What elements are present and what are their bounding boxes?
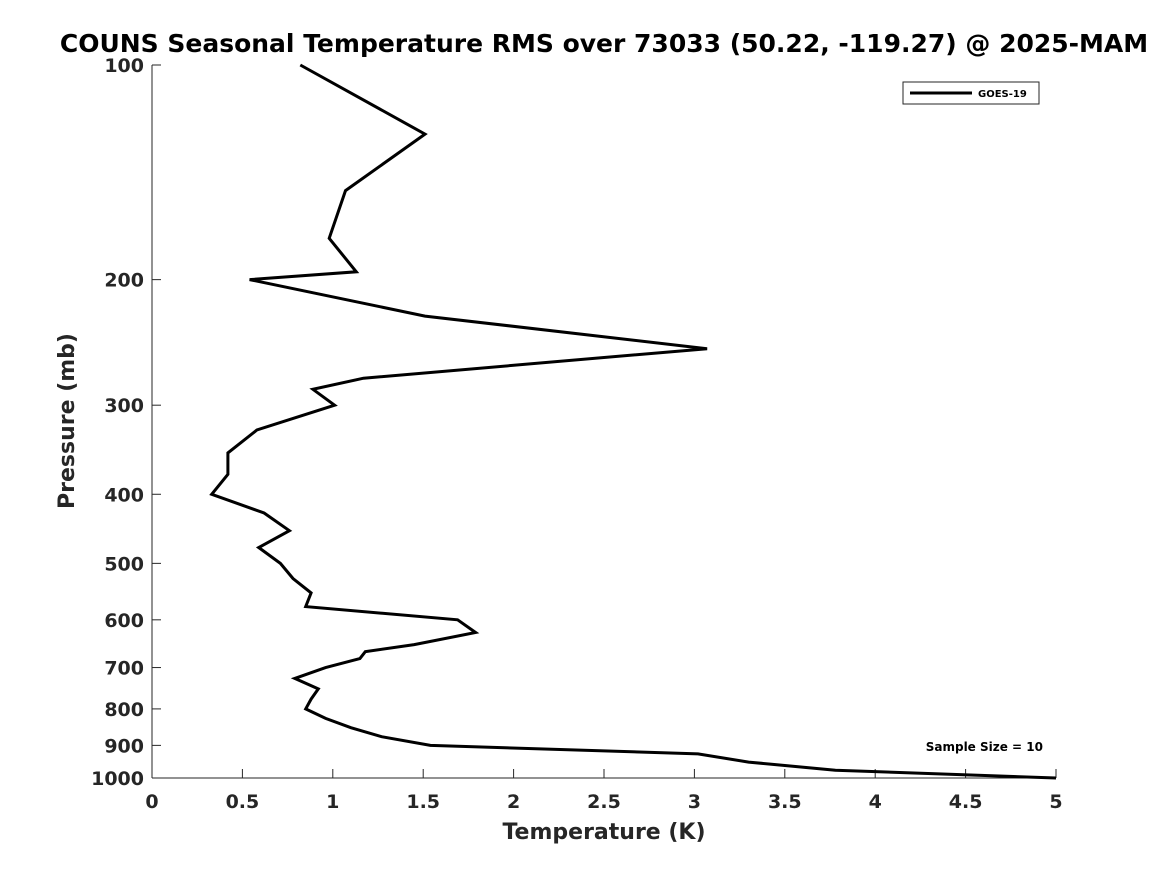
- y-tick-label: 100: [104, 55, 144, 77]
- y-tick-label: 700: [104, 658, 144, 680]
- x-tick-label: 2: [507, 791, 520, 813]
- x-tick-label: 1.5: [406, 791, 440, 813]
- x-tick-label: 0: [145, 791, 158, 813]
- x-tick-label: 0.5: [226, 791, 260, 813]
- x-tick-label: 4.5: [949, 791, 983, 813]
- x-tick-label: 3.5: [768, 791, 802, 813]
- series-line-goes-19: [209, 63, 1057, 780]
- x-tick-label: 3: [688, 791, 701, 813]
- legend-entry: GOES-19: [978, 89, 1027, 100]
- chart-title: COUNS Seasonal Temperature RMS over 7303…: [60, 29, 1148, 58]
- y-tick-label: 1000: [91, 768, 144, 790]
- y-tick-label: 300: [104, 395, 144, 417]
- sample-size-annotation: Sample Size = 10: [926, 740, 1043, 754]
- x-axis-label: Temperature (K): [502, 820, 705, 845]
- legend: GOES-19: [902, 81, 1040, 105]
- y-tick-label: 400: [104, 484, 144, 506]
- y-tick-label: 800: [104, 699, 144, 721]
- y-tick-label: 500: [104, 553, 144, 575]
- x-tick-label: 2.5: [587, 791, 621, 813]
- x-tick-label: 5: [1049, 791, 1062, 813]
- y-axis-label: Pressure (mb): [55, 333, 80, 509]
- x-tick-label: 4: [869, 791, 882, 813]
- y-tick-label: 600: [104, 610, 144, 632]
- y-axis-ticks: 100 200 300 400 500 600 700 800 900 1000: [91, 55, 161, 790]
- x-tick-label: 1: [326, 791, 339, 813]
- y-tick-label: 900: [104, 735, 144, 757]
- y-tick-label: 200: [104, 270, 144, 292]
- x-axis-ticks: 0 0.5 1 1.5 2 2.5 3 3.5 4 4.5 5: [145, 769, 1063, 813]
- series-layer: [209, 63, 1057, 780]
